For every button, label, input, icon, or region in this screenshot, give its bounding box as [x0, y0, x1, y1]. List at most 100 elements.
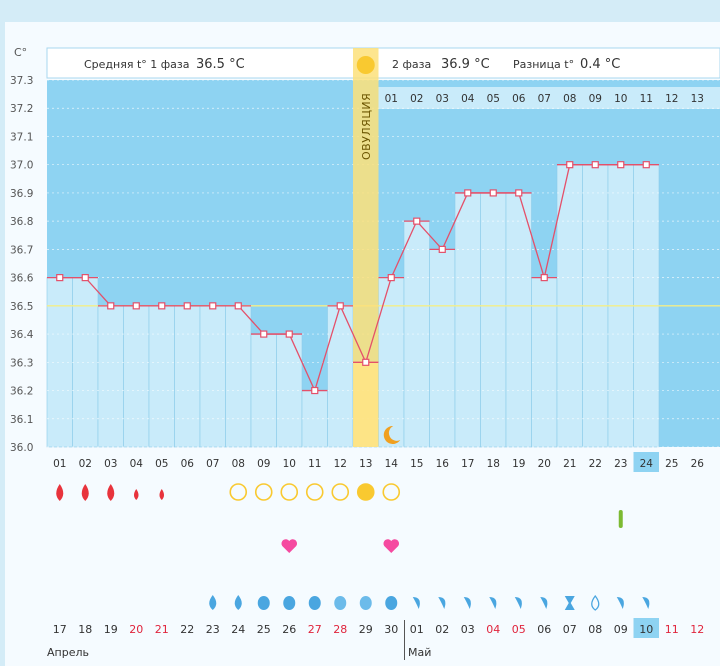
calendar-date: 11: [665, 623, 679, 636]
calendar-date: 25: [257, 623, 271, 636]
calendar-date: 22: [180, 623, 194, 636]
phase2-day-label: 02: [410, 93, 423, 105]
temperature-point: [56, 274, 64, 282]
calendar-date: 26: [282, 623, 296, 636]
test-strip-icon: [618, 510, 623, 528]
phase2-day-label: 13: [691, 93, 704, 105]
cycle-day-number: 18: [487, 458, 500, 470]
egg-marker-icon: [356, 483, 375, 501]
temperature-point: [464, 189, 472, 197]
discharge-blob-icon: [308, 596, 321, 610]
y-axis-title: C°: [14, 46, 27, 59]
cycle-day-number: 23: [614, 458, 627, 470]
egg-marker-icon: [331, 483, 350, 501]
cycle-day-number: 08: [232, 458, 245, 470]
discharge-leaf-icon: [463, 597, 471, 609]
temperature-point: [362, 358, 370, 366]
phase-header-box: [46, 47, 720, 79]
cycle-day-number: 19: [512, 458, 525, 470]
discharge-leaf-icon: [412, 597, 420, 609]
temperature-point: [158, 302, 166, 310]
menstruation-drop-icon: [81, 484, 89, 501]
calendar-date: 20: [129, 623, 143, 636]
temperature-point: [209, 302, 217, 310]
phase2-day-label: 12: [665, 93, 678, 105]
calendar-date: 01: [410, 623, 424, 636]
discharge-blob-icon: [257, 596, 270, 610]
discharge-drop-icon: [209, 595, 217, 610]
cycle-day-number: 25: [665, 458, 678, 470]
egg-marker-icon: [305, 483, 324, 501]
calendar-date: 07: [563, 623, 577, 636]
egg-marker-icon: [382, 483, 401, 501]
calendar-date: 06: [537, 623, 551, 636]
heart-icon: [383, 539, 400, 553]
y-tick-label: 36.0: [10, 442, 33, 454]
menstruation-drop-icon: [56, 484, 64, 501]
calendar-date: 09: [614, 623, 628, 636]
temperature-bar: [72, 277, 99, 448]
menstruation-drop-icon: [133, 489, 139, 501]
heart-icon: [281, 539, 298, 553]
calendar-date: 10: [639, 623, 653, 636]
phase2-day-label: 11: [640, 93, 653, 105]
temperature-point: [540, 274, 548, 282]
ovulation-sun-icon: [356, 56, 375, 74]
discharge-leaf-icon: [489, 597, 497, 609]
calendar-date: 12: [690, 623, 704, 636]
discharge-leaf-icon: [540, 597, 548, 609]
phase2-day-label: 06: [512, 93, 526, 105]
temperature-point: [260, 330, 268, 338]
month-label-may: Май: [408, 646, 431, 659]
phase1-value: 36.5 °C: [196, 57, 245, 72]
calendar-date: 08: [588, 623, 602, 636]
temperature-bar: [429, 249, 456, 448]
calendar-date: 19: [104, 623, 118, 636]
discharge-blob-light-icon: [334, 596, 347, 610]
cycle-day-number: 24: [640, 458, 654, 470]
phase2-value: 36.9 °C: [441, 57, 490, 72]
y-tick-label: 36.4: [10, 329, 34, 341]
temperature-point: [132, 302, 140, 310]
cycle-day-number: 14: [385, 458, 399, 470]
diff-label: Разница t°: [513, 58, 574, 71]
temperature-bar: [97, 305, 124, 448]
y-tick-label: 36.9: [10, 188, 33, 200]
discharge-leaf-icon: [616, 597, 624, 609]
discharge-drop-icon: [234, 595, 242, 610]
discharge-hourglass-icon: [564, 596, 575, 610]
calendar-date: 27: [308, 623, 322, 636]
temperature-point: [81, 274, 89, 282]
cycle-day-number: 11: [308, 458, 321, 470]
temperature-point: [336, 302, 344, 310]
menstruation-drop-icon: [159, 489, 165, 501]
temperature-bar: [148, 305, 175, 448]
month-label-april: Апрель: [47, 646, 89, 659]
calendar-date: 03: [461, 623, 475, 636]
y-tick-label: 36.3: [10, 357, 33, 369]
cycle-day-number: 04: [130, 458, 144, 470]
cycle-day-number: 01: [53, 458, 66, 470]
temperature-point: [642, 161, 650, 169]
discharge-leaf-icon: [438, 597, 446, 609]
calendar-date: 29: [359, 623, 373, 636]
y-tick-label: 36.5: [10, 301, 33, 313]
cycle-day-number: 12: [334, 458, 347, 470]
temperature-bar: [123, 305, 150, 448]
moon-icon: [383, 425, 401, 444]
y-tick-label: 37.3: [10, 75, 33, 87]
phase2-day-strip: [378, 87, 720, 109]
egg-marker-icon: [229, 483, 248, 501]
temperature-point: [591, 161, 599, 169]
cycle-day-number: 20: [538, 458, 551, 470]
y-tick-label: 36.6: [10, 273, 34, 285]
temperature-point: [413, 217, 421, 225]
current-day-highlight: [633, 452, 659, 472]
temperature-point: [387, 274, 395, 282]
discharge-blob-icon: [283, 596, 296, 610]
phase2-day-label: 09: [589, 93, 602, 105]
cycle-day-number: 05: [155, 458, 168, 470]
temperature-point: [234, 302, 242, 310]
calendar-date: 24: [231, 623, 245, 636]
